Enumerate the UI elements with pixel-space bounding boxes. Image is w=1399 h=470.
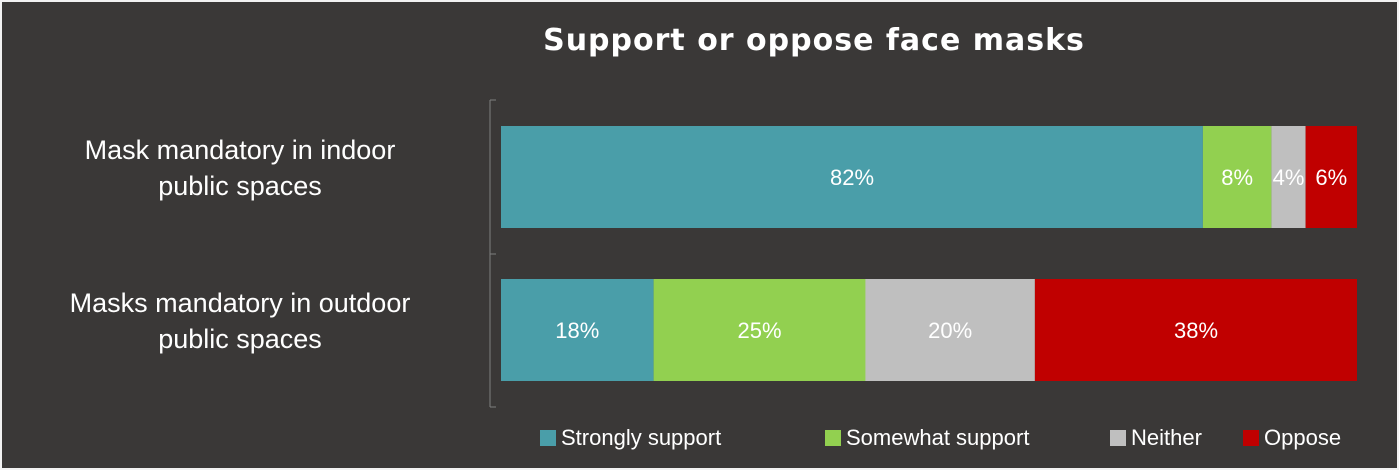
bar-segment — [501, 126, 1203, 228]
bar-segment — [1271, 126, 1306, 228]
legend-swatch — [1110, 430, 1126, 446]
category-label: Mask mandatory in indoor — [85, 135, 396, 165]
data-label: 20% — [928, 318, 972, 343]
data-label: 18% — [555, 318, 599, 343]
data-label: 6% — [1315, 165, 1347, 190]
data-label: 38% — [1174, 318, 1218, 343]
data-label: 4% — [1273, 165, 1305, 190]
bars: 82% 8% 4% 6% 18% 25% 20% 38% — [501, 126, 1357, 381]
legend-label: Neither — [1131, 425, 1202, 450]
legend-label: Oppose — [1264, 425, 1341, 450]
chart-title: Support or oppose face masks — [543, 23, 1085, 58]
category-label: public spaces — [158, 324, 322, 354]
bar-segment — [1202, 126, 1272, 228]
category-label: public spaces — [158, 171, 322, 201]
bar-segment — [1305, 126, 1357, 228]
data-label: 25% — [737, 318, 781, 343]
legend-label: Somewhat support — [846, 425, 1029, 450]
category-label: Masks mandatory in outdoor — [70, 288, 411, 318]
legend-swatch — [540, 430, 556, 446]
bar-segment — [1034, 279, 1357, 381]
data-label: 8% — [1221, 165, 1253, 190]
category-labels: Mask mandatory in indoor public spaces Mas… — [70, 135, 411, 354]
bar-segment — [501, 279, 654, 381]
legend-label: Strongly support — [561, 425, 721, 450]
legend-swatch — [1243, 430, 1259, 446]
legend-swatch — [825, 430, 841, 446]
bar-segment — [865, 279, 1035, 381]
legend: Strongly support Somewhat support Neither O… — [540, 425, 1341, 450]
data-label: 82% — [830, 165, 874, 190]
bar-segment — [653, 279, 866, 381]
